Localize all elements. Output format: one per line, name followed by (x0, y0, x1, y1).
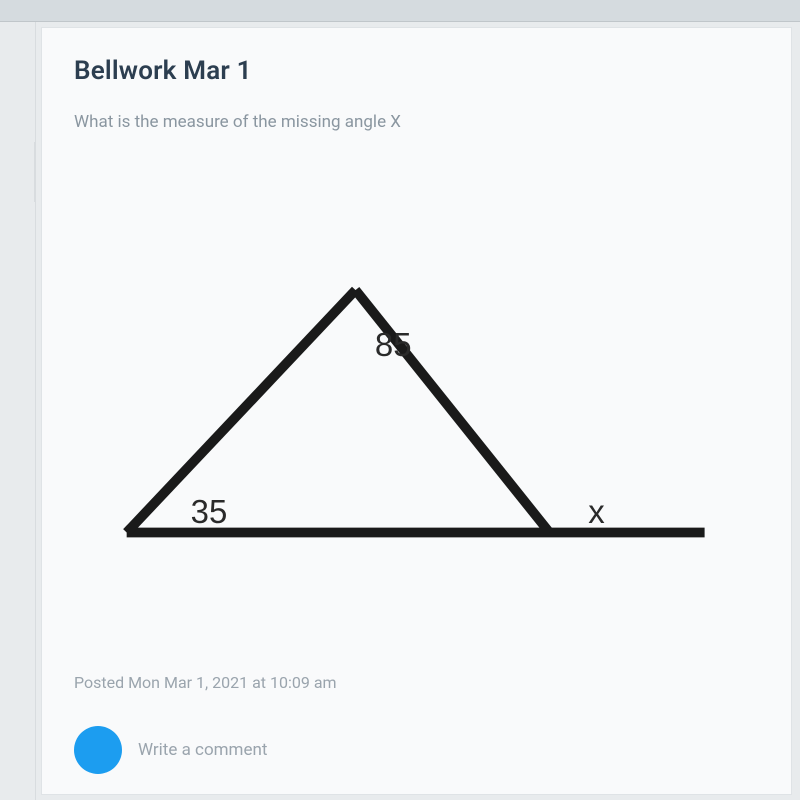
assignment-title: Bellwork Mar 1 (74, 56, 759, 86)
left-gutter (0, 22, 36, 800)
comment-input[interactable] (138, 740, 759, 760)
posted-timestamp: Posted Mon Mar 1, 2021 at 10:09 am (74, 673, 759, 692)
triangle-diagram: 85 35 x (74, 170, 759, 643)
content-wrap: Bellwork Mar 1 What is the measure of th… (0, 22, 800, 800)
top-bar (0, 0, 800, 22)
left-angle-label: 35 (191, 493, 228, 530)
exterior-angle-label: x (588, 493, 605, 530)
triangle-svg: 85 35 x (84, 261, 724, 552)
user-avatar[interactable] (74, 726, 122, 774)
left-side (127, 290, 356, 532)
apex-angle-label: 85 (375, 326, 412, 363)
question-text: What is the measure of the missing angle… (74, 112, 759, 132)
comment-row (74, 720, 759, 774)
assignment-card: Bellwork Mar 1 What is the measure of th… (41, 27, 792, 795)
